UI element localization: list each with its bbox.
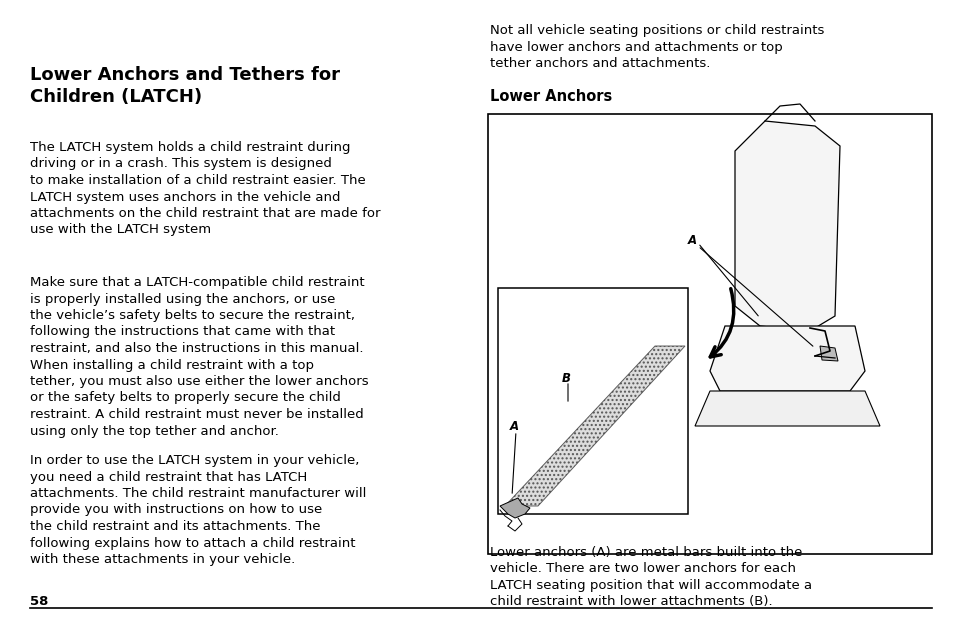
- Polygon shape: [504, 346, 684, 506]
- Polygon shape: [709, 326, 864, 391]
- Text: Lower anchors (A) are metal bars built into the
vehicle. There are two lower anc: Lower anchors (A) are metal bars built i…: [490, 546, 811, 609]
- Text: In order to use the LATCH system in your vehicle,
you need a child restraint tha: In order to use the LATCH system in your…: [30, 454, 366, 566]
- Bar: [497, 288, 687, 514]
- Polygon shape: [499, 498, 530, 518]
- Text: Lower Anchors: Lower Anchors: [490, 89, 612, 104]
- Bar: [488, 114, 931, 554]
- Text: 58: 58: [30, 595, 49, 608]
- Polygon shape: [820, 346, 837, 361]
- Polygon shape: [734, 121, 840, 331]
- Text: Not all vehicle seating positions or child restraints
have lower anchors and att: Not all vehicle seating positions or chi…: [490, 24, 823, 70]
- Text: Make sure that a LATCH-compatible child restraint
is properly installed using th: Make sure that a LATCH-compatible child …: [30, 276, 368, 438]
- Text: Lower Anchors and Tethers for
Children (LATCH): Lower Anchors and Tethers for Children (…: [30, 66, 339, 106]
- Text: The LATCH system holds a child restraint during
driving or in a crash. This syst: The LATCH system holds a child restraint…: [30, 141, 380, 237]
- Text: B: B: [561, 371, 571, 385]
- Text: A: A: [510, 420, 518, 432]
- Polygon shape: [695, 391, 879, 426]
- Text: A: A: [687, 235, 697, 247]
